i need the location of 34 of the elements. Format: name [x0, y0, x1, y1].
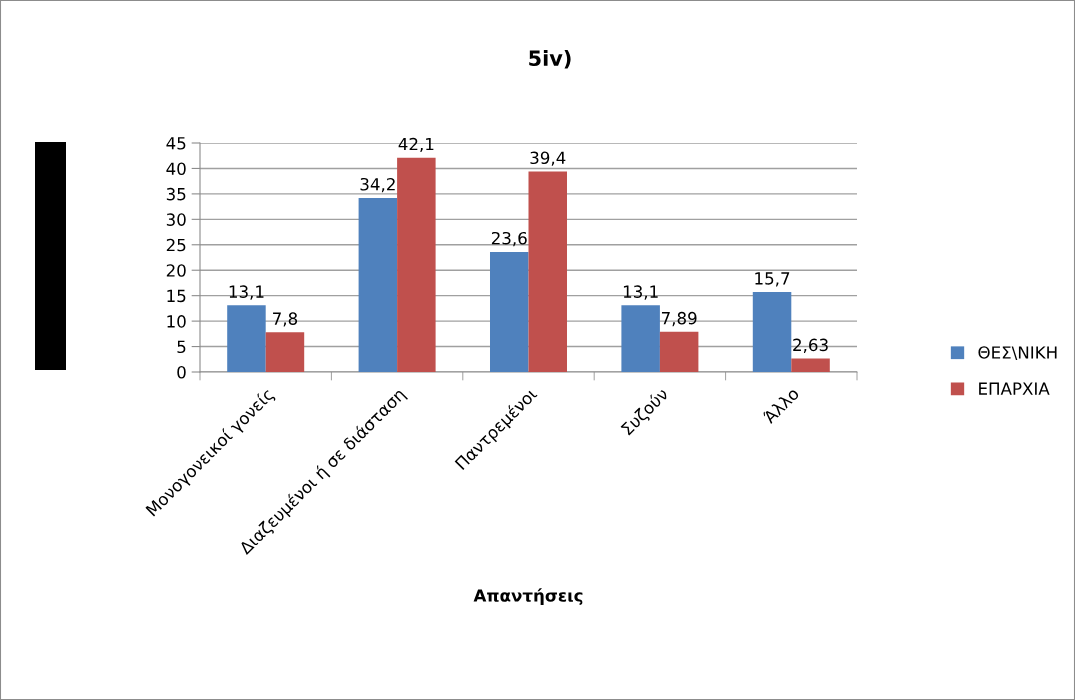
bar — [752, 292, 792, 372]
legend-label: ΕΠΑΡΧΙΑ — [979, 382, 1050, 395]
bar — [528, 171, 567, 372]
y-tick-label: 40 — [166, 162, 186, 176]
data-label: 2,63 — [793, 338, 828, 353]
bar — [265, 332, 305, 372]
bar — [358, 197, 398, 372]
legend-label: ΘΕΣ\ΝΙΚΗ — [978, 346, 1057, 361]
y-tick-label: 15 — [167, 289, 186, 303]
bar — [791, 358, 830, 372]
data-label: 23,6 — [491, 231, 527, 247]
y-tick-label: 20 — [166, 264, 186, 277]
y-tick-label: 45 — [166, 137, 186, 150]
chart-title: 5iv) — [529, 49, 571, 69]
x-axis-title: Απαντήσεις — [473, 588, 583, 605]
data-label: 39,4 — [530, 151, 566, 166]
bar — [621, 305, 660, 372]
bar — [227, 305, 266, 372]
data-label: 34,2 — [360, 177, 395, 193]
data-label: 7,89 — [661, 311, 697, 327]
y-tick-label: 5 — [177, 340, 186, 354]
data-label: 13,1 — [623, 285, 658, 300]
data-label: 7,8 — [273, 312, 298, 327]
bar — [397, 157, 436, 372]
data-label: 13,1 — [229, 285, 264, 300]
y-tick-label: 10 — [167, 315, 186, 328]
data-label: 42,1 — [398, 137, 434, 153]
data-label: 15,7 — [755, 272, 790, 287]
bar — [490, 251, 529, 372]
y-tick-label: 25 — [166, 238, 186, 252]
y-tick-label: 0 — [177, 365, 186, 379]
bar — [659, 331, 699, 372]
y-tick-label: 35 — [166, 187, 186, 201]
y-tick-label: 30 — [166, 213, 186, 226]
